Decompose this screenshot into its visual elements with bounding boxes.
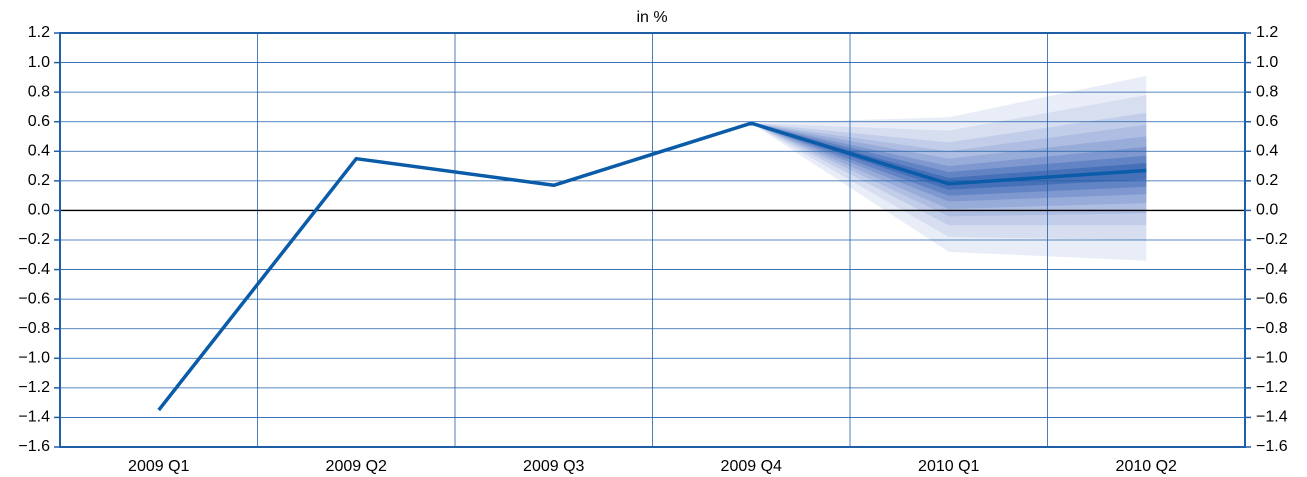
- y-tick-label: 0.8: [28, 83, 50, 100]
- y-tick-label: −0.6: [18, 290, 50, 307]
- y-tick-label: −1.6: [1256, 438, 1288, 455]
- chart-title: in %: [636, 9, 667, 26]
- y-tick-label: −0.4: [1256, 261, 1288, 278]
- y-tick-label: 1.0: [28, 54, 50, 71]
- y-tick-label: 0.2: [1256, 172, 1278, 189]
- y-tick-label: −1.0: [18, 350, 50, 367]
- plot-border: [59, 32, 1246, 448]
- x-tick-label: 2010 Q2: [1116, 458, 1177, 475]
- y-tick-label: −1.2: [1256, 379, 1288, 396]
- x-tick-label: 2009 Q1: [128, 458, 189, 475]
- y-tick-label: −1.2: [18, 379, 50, 396]
- y-tick-label: 1.0: [1256, 54, 1278, 71]
- x-tick-label: 2009 Q4: [721, 458, 782, 475]
- y-tick-label: 0.0: [28, 202, 50, 219]
- y-tick-label: −0.8: [18, 320, 50, 337]
- y-tick-label: 0.4: [28, 143, 50, 160]
- y-tick-label: 1.2: [28, 24, 50, 41]
- y-tick-label: −1.6: [18, 438, 50, 455]
- y-tick-label: 1.2: [1256, 24, 1278, 41]
- y-tick-label: 0.0: [1256, 202, 1278, 219]
- y-tick-label: 0.6: [1256, 113, 1278, 130]
- x-tick-label: 2009 Q2: [326, 458, 387, 475]
- y-tick-label: 0.8: [1256, 83, 1278, 100]
- y-tick-label: −0.2: [18, 231, 50, 248]
- y-tick-label: −0.6: [1256, 290, 1288, 307]
- y-tick-label: −0.8: [1256, 320, 1288, 337]
- x-tick-label: 2010 Q1: [918, 458, 979, 475]
- y-tick-label: 0.6: [28, 113, 50, 130]
- y-tick-label: −0.4: [18, 261, 50, 278]
- y-tick-label: −0.2: [1256, 231, 1288, 248]
- y-tick-label: −1.4: [18, 409, 50, 426]
- x-tick-label: 2009 Q3: [523, 458, 584, 475]
- line: [157, 121, 1147, 412]
- y-tick-label: 0.4: [1256, 143, 1278, 160]
- y-tick-label: −1.0: [1256, 350, 1288, 367]
- y-tick-label: −1.4: [1256, 409, 1288, 426]
- y-tick-label: 0.2: [28, 172, 50, 189]
